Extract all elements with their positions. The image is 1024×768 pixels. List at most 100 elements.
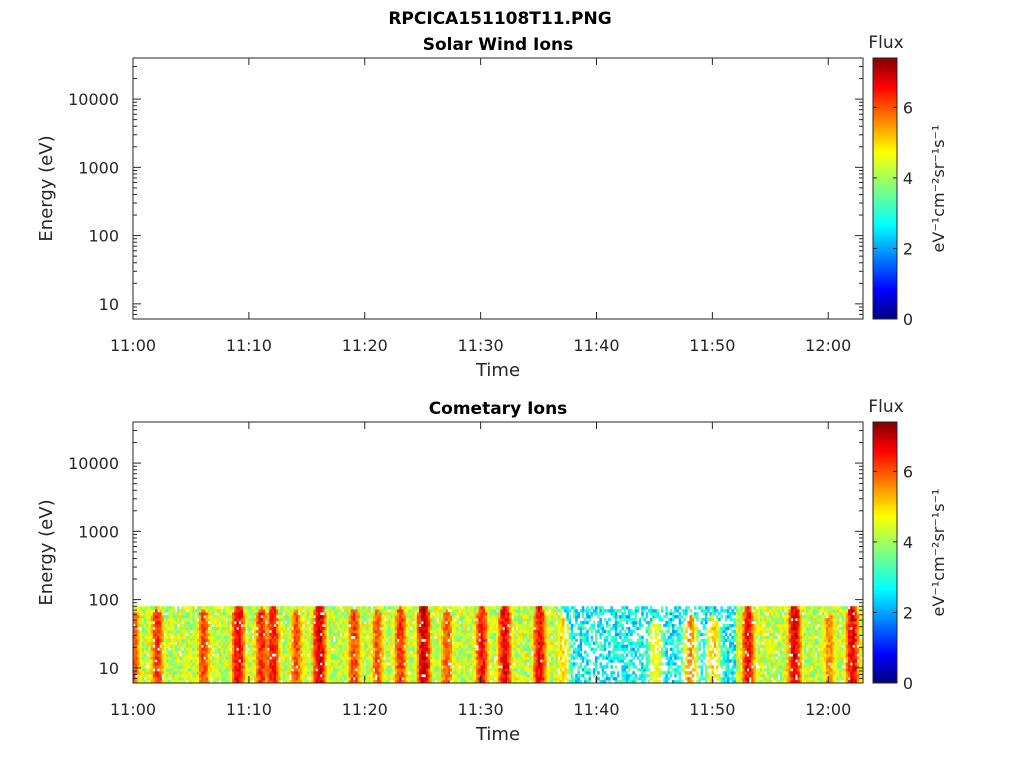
- heatmap-cell: [139, 606, 143, 610]
- heatmap-cell: [298, 662, 301, 666]
- heatmap-cell: [188, 623, 191, 628]
- heatmap-cell: [234, 612, 237, 616]
- heatmap-cell: [179, 635, 182, 639]
- heatmap-cell: [148, 653, 151, 657]
- heatmap-cell: [465, 647, 468, 651]
- heatmap-cell: [443, 659, 446, 663]
- heatmap-cell: [317, 606, 321, 610]
- heatmap-cell: [293, 618, 297, 622]
- heatmap-cell: [518, 626, 521, 631]
- heatmap-cell: [394, 680, 398, 684]
- heatmap-cell: [425, 674, 429, 678]
- heatmap-cell: [518, 615, 521, 619]
- heatmap-cell: [480, 641, 484, 645]
- heatmap-cell: [414, 680, 418, 684]
- heatmap-cell: [172, 632, 176, 637]
- heatmap-cell: [502, 671, 506, 675]
- heatmap-cell: [557, 653, 561, 657]
- heatmap-cell: [381, 629, 385, 634]
- heatmap-cell: [511, 662, 514, 666]
- heatmap-cell: [328, 656, 332, 660]
- heatmap-cell: [438, 680, 442, 684]
- heatmap-cell: [489, 647, 492, 651]
- heatmap-cell: [260, 641, 264, 645]
- heatmap-cell: [377, 635, 380, 639]
- heatmap-cell: [390, 659, 393, 663]
- heatmap-cell: [311, 618, 314, 622]
- heatmap-cell: [403, 641, 407, 645]
- heatmap-cell: [383, 638, 387, 642]
- heatmap-cell: [324, 659, 327, 663]
- heatmap-cell: [185, 650, 189, 654]
- heatmap-cell: [357, 626, 360, 631]
- heatmap-cell: [243, 609, 246, 613]
- heatmap-cell: [388, 621, 391, 625]
- heatmap-cell: [434, 638, 437, 642]
- heatmap-cell: [216, 626, 220, 631]
- heatmap-cell: [390, 665, 393, 669]
- heatmap-cell: [271, 626, 275, 631]
- heatmap-cell: [403, 621, 407, 625]
- heatmap-cell: [355, 680, 358, 684]
- heatmap-cell: [339, 618, 343, 622]
- heatmap-cell: [157, 635, 160, 639]
- heatmap-cell: [293, 623, 297, 628]
- heatmap-cell: [240, 662, 244, 666]
- heatmap-cell: [509, 612, 512, 616]
- heatmap-cell: [183, 612, 187, 616]
- heatmap-cell: [559, 635, 563, 639]
- heatmap-cell: [412, 615, 415, 619]
- heatmap-cell: [381, 659, 385, 663]
- heatmap-cell: [157, 615, 160, 619]
- heatmap-cell: [265, 674, 268, 678]
- heatmap-cell: [531, 677, 534, 681]
- heatmap-cell: [548, 626, 552, 631]
- heatmap-cell: [221, 609, 224, 613]
- heatmap-cell: [192, 641, 195, 645]
- heatmap-cell: [410, 623, 413, 628]
- heatmap-cell: [141, 615, 145, 619]
- heatmap-cell: [478, 653, 481, 657]
- heatmap-cell: [390, 677, 393, 681]
- heatmap-cell: [260, 609, 264, 613]
- heatmap-cell: [421, 641, 424, 645]
- heatmap-cell: [421, 632, 424, 637]
- heatmap-cell: [474, 632, 477, 637]
- heatmap-cell: [500, 618, 503, 622]
- heatmap-cell: [504, 618, 508, 622]
- heatmap-cell: [355, 615, 358, 619]
- heatmap-cell: [214, 615, 217, 619]
- heatmap-cell: [196, 623, 200, 628]
- heatmap-cell: [267, 621, 270, 625]
- heatmap-cell: [529, 641, 532, 645]
- heatmap-cell: [386, 632, 389, 637]
- heatmap-cell: [183, 653, 187, 657]
- heatmap-cell: [513, 641, 517, 645]
- heatmap-cell: [205, 680, 209, 684]
- heatmap-cell: [454, 623, 457, 628]
- heatmap-cell: [559, 623, 563, 628]
- heatmap-cell: [425, 668, 429, 672]
- heatmap-cell: [271, 644, 275, 648]
- heatmap-cell: [562, 680, 565, 684]
- heatmap-cell: [273, 665, 277, 669]
- heatmap-cell: [170, 615, 173, 619]
- heatmap-cell: [434, 632, 437, 637]
- heatmap-cell: [531, 606, 534, 610]
- heatmap-cell: [372, 609, 376, 613]
- heatmap-cell: [557, 641, 561, 645]
- heatmap-cell: [273, 638, 277, 642]
- heatmap-cell: [331, 659, 334, 663]
- heatmap-cell: [278, 662, 281, 666]
- heatmap-cell: [405, 674, 409, 678]
- heatmap-cell: [322, 618, 325, 622]
- heatmap-cell: [247, 618, 250, 622]
- heatmap-cell: [313, 641, 316, 645]
- heatmap-cell: [139, 668, 143, 672]
- heatmap-cell: [485, 662, 488, 666]
- heatmap-cell: [192, 674, 195, 678]
- heatmap-cell: [491, 656, 495, 660]
- heatmap-cell: [304, 668, 308, 672]
- heatmap-cell: [397, 621, 400, 625]
- heatmap-cell: [441, 615, 444, 619]
